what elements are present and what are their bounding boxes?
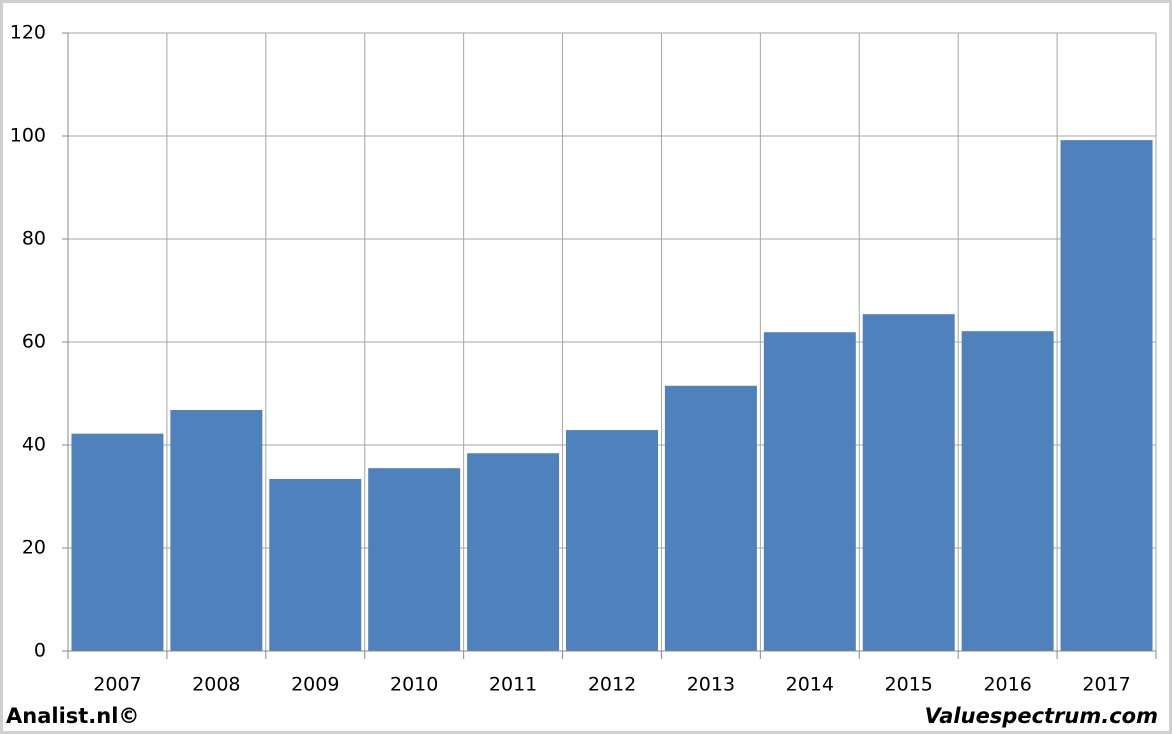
bar: [763, 332, 856, 651]
y-tick-label: 80: [22, 228, 46, 250]
y-tick-label: 40: [22, 434, 46, 456]
footer-right: Valuespectrum.com: [925, 704, 1158, 728]
x-tick-label: 2017: [1082, 674, 1130, 696]
x-tick-label: 2010: [390, 674, 438, 696]
x-tick-label: 2014: [786, 674, 834, 696]
bar: [71, 433, 164, 651]
x-tick-label: 2012: [588, 674, 636, 696]
bar: [269, 478, 362, 651]
y-tick-label: 0: [34, 640, 46, 662]
bar: [467, 453, 560, 651]
bar: [961, 331, 1054, 651]
bar: [368, 468, 461, 651]
x-tick-label: 2011: [489, 674, 537, 696]
y-tick-label: 100: [10, 125, 46, 147]
x-tick-label: 2007: [93, 674, 141, 696]
x-tick-label: 2015: [885, 674, 933, 696]
x-tick-label: 2008: [192, 674, 240, 696]
bar: [1060, 140, 1153, 651]
y-tick-label: 60: [22, 331, 46, 353]
bar: [862, 314, 955, 651]
x-tick-label: 2016: [983, 674, 1031, 696]
bar: [170, 409, 263, 651]
x-tick-label: 2013: [687, 674, 735, 696]
bar: [566, 430, 658, 651]
x-tick-label: 2009: [291, 674, 339, 696]
footer-left: Analist.nl©: [6, 704, 139, 728]
y-tick-label: 20: [22, 537, 46, 559]
bar: [664, 385, 757, 651]
y-tick-label: 120: [10, 22, 46, 44]
